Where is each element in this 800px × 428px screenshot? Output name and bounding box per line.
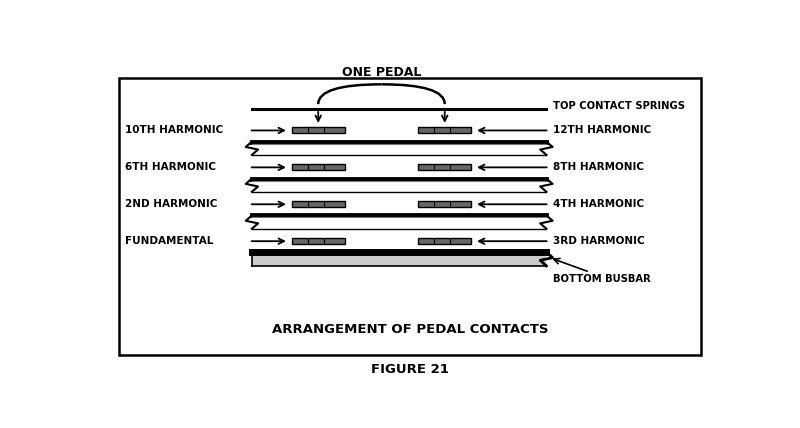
Bar	[292, 238, 345, 244]
Bar	[292, 128, 345, 134]
Text: 4TH HARMONIC: 4TH HARMONIC	[553, 199, 644, 209]
Text: BOTTOM BUSBAR: BOTTOM BUSBAR	[553, 274, 650, 284]
Bar	[252, 142, 546, 155]
Text: FIGURE 21: FIGURE 21	[371, 363, 449, 376]
Text: 3RD HARMONIC: 3RD HARMONIC	[553, 236, 644, 246]
Bar	[252, 215, 546, 229]
Text: 6TH HARMONIC: 6TH HARMONIC	[125, 162, 216, 172]
Text: 10TH HARMONIC: 10TH HARMONIC	[125, 125, 223, 135]
Bar	[252, 178, 546, 192]
Bar	[292, 164, 345, 170]
Bar	[292, 201, 345, 207]
Text: 12TH HARMONIC: 12TH HARMONIC	[553, 125, 651, 135]
Text: FUNDAMENTAL: FUNDAMENTAL	[125, 236, 213, 246]
Bar	[418, 164, 471, 170]
Text: TOP CONTACT SPRINGS: TOP CONTACT SPRINGS	[553, 101, 685, 111]
Text: 2ND HARMONIC: 2ND HARMONIC	[125, 199, 217, 209]
Bar	[118, 78, 702, 354]
Text: ONE PEDAL: ONE PEDAL	[342, 66, 421, 79]
Bar	[418, 238, 471, 244]
Bar	[252, 252, 546, 266]
Bar	[418, 201, 471, 207]
Text: 8TH HARMONIC: 8TH HARMONIC	[553, 162, 643, 172]
Bar	[418, 128, 471, 134]
Text: ARRANGEMENT OF PEDAL CONTACTS: ARRANGEMENT OF PEDAL CONTACTS	[272, 323, 548, 336]
